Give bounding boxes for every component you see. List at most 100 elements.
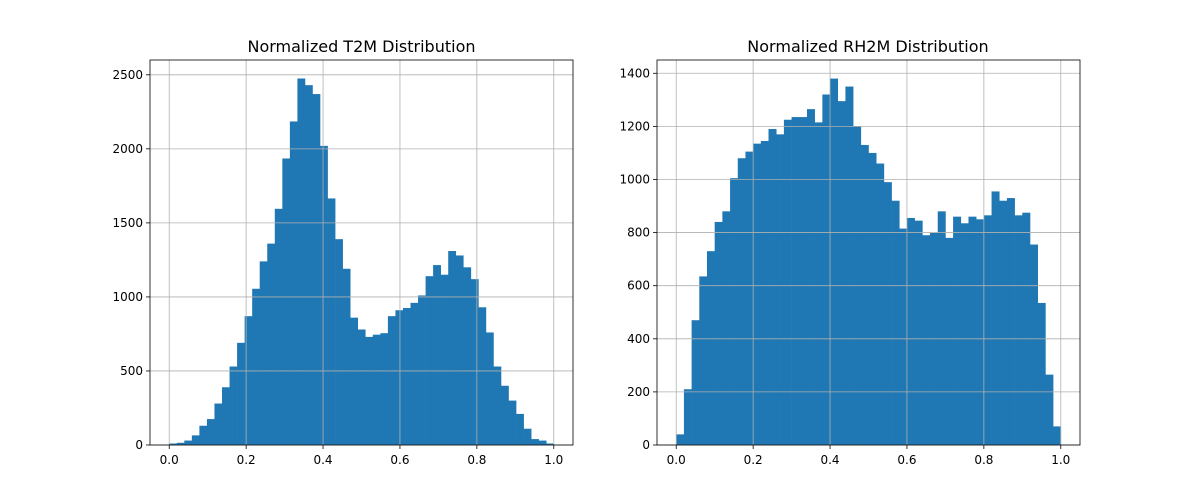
t2m-bar [500,385,509,445]
rh2m-bar [753,143,762,445]
t2m-bar [538,440,547,445]
rh2m-bar [714,221,723,445]
t2m-y-tick-label: 2000 [112,142,143,156]
t2m-bar [320,145,328,445]
rh2m-chart-title: Normalized RH2M Distribution [747,37,988,56]
t2m-bar [199,425,208,445]
rh2m-bar [1053,426,1062,445]
t2m-bar [402,308,411,445]
t2m-bar [191,435,200,445]
t2m-bar [289,121,298,446]
rh2m-y-tick-label: 0 [642,438,650,452]
rh2m-bar [791,117,800,445]
rh2m-bar [899,228,908,445]
rh2m-bar [776,134,785,445]
t2m-bar [259,261,268,445]
rh2m-x-tick-label: 0.0 [667,453,686,467]
rh2m-y-tick-label: 800 [627,226,650,240]
t2m-bar [418,295,426,445]
rh2m-histogram-panel: Normalized RH2M Distribution 0.0 0.2 0.4 0.… [619,37,1081,467]
t2m-bar [304,85,313,445]
rh2m-bar [1006,198,1015,445]
rh2m-y-tick-label: 200 [627,385,650,399]
rh2m-y-tick-label: 1400 [619,66,650,80]
t2m-bars [169,78,555,446]
rh2m-bar [760,140,769,445]
rh2m-bar [922,235,931,445]
t2m-bar [531,439,539,445]
rh2m-bar [1037,302,1046,445]
rh2m-bar [730,178,739,446]
rh2m-bar [1014,215,1023,445]
t2m-x-axis: 0.0 0.2 0.4 0.6 0.8 1.0 [160,445,563,467]
t2m-bar [365,336,374,445]
t2m-bar [493,366,502,445]
t2m-bar [274,208,283,445]
t2m-bar [470,279,479,445]
rh2m-bar [1030,244,1038,445]
t2m-x-tick-label: 0.8 [467,453,486,467]
rh2m-bars [676,78,1062,446]
rh2m-y-tick-label: 400 [627,332,650,346]
t2m-bar [508,400,517,445]
t2m-axes-frame [149,59,574,446]
rh2m-x-axis: 0.0 0.2 0.4 0.6 0.8 1.0 [667,445,1070,467]
t2m-y-tick-label: 1500 [112,216,143,230]
rh2m-bar [1022,212,1031,445]
rh2m-y-tick-label: 600 [627,279,650,293]
rh2m-x-tick-label: 1.0 [1051,453,1070,467]
t2m-bar [206,419,215,445]
t2m-bar [267,243,276,445]
t2m-bar [237,342,245,445]
t2m-bar [485,332,494,445]
t2m-bar [478,307,487,445]
t2m-x-tick-label: 0.4 [313,453,332,467]
t2m-bar [523,428,532,445]
t2m-bar [297,78,306,445]
rh2m-bar [783,119,792,445]
rh2m-bar [953,216,962,445]
rh2m-y-tick-label: 1200 [619,119,650,133]
rh2m-x-tick-label: 0.6 [897,453,916,467]
t2m-chart-title: Normalized T2M Distribution [247,37,475,56]
t2m-bar [440,274,449,445]
rh2m-x-tick-label: 0.2 [744,453,763,467]
rh2m-bar [706,251,715,445]
rh2m-grid [657,60,1080,446]
rh2m-bar [868,152,877,445]
t2m-grid [150,60,573,446]
rh2m-bar [768,129,777,445]
t2m-bar [176,442,185,445]
t2m-bar [350,317,359,445]
t2m-bar [244,316,253,445]
t2m-y-tick-label: 2500 [112,68,143,82]
t2m-bar [448,251,457,445]
rh2m-bar [683,389,692,445]
rh2m-bar [999,200,1008,445]
t2m-bar [546,443,555,445]
rh2m-bar [914,220,923,445]
t2m-bar [169,443,178,445]
t2m-x-tick-label: 0.6 [390,453,409,467]
rh2m-bar [860,144,869,445]
t2m-y-tick-label: 500 [120,364,143,378]
rh2m-bar [737,158,746,445]
t2m-bar [433,265,441,445]
t2m-bar [372,334,381,445]
rh2m-bar [822,94,831,445]
rh2m-x-tick-label: 0.4 [820,453,839,467]
rh2m-bar [699,276,708,445]
rh2m-bar [837,101,846,445]
rh2m-bar [830,78,839,445]
t2m-bar [214,403,223,445]
t2m-bar [184,440,193,445]
t2m-bar [395,310,404,445]
rh2m-bar [891,200,900,445]
t2m-bar [387,316,396,445]
rh2m-bar [960,223,969,445]
t2m-x-tick-label: 1.0 [544,453,563,467]
rh2m-bar [883,182,892,445]
rh2m-bar [799,117,808,445]
t2m-x-tick-label: 0.0 [160,453,179,467]
rh2m-axes-frame [656,59,1081,446]
